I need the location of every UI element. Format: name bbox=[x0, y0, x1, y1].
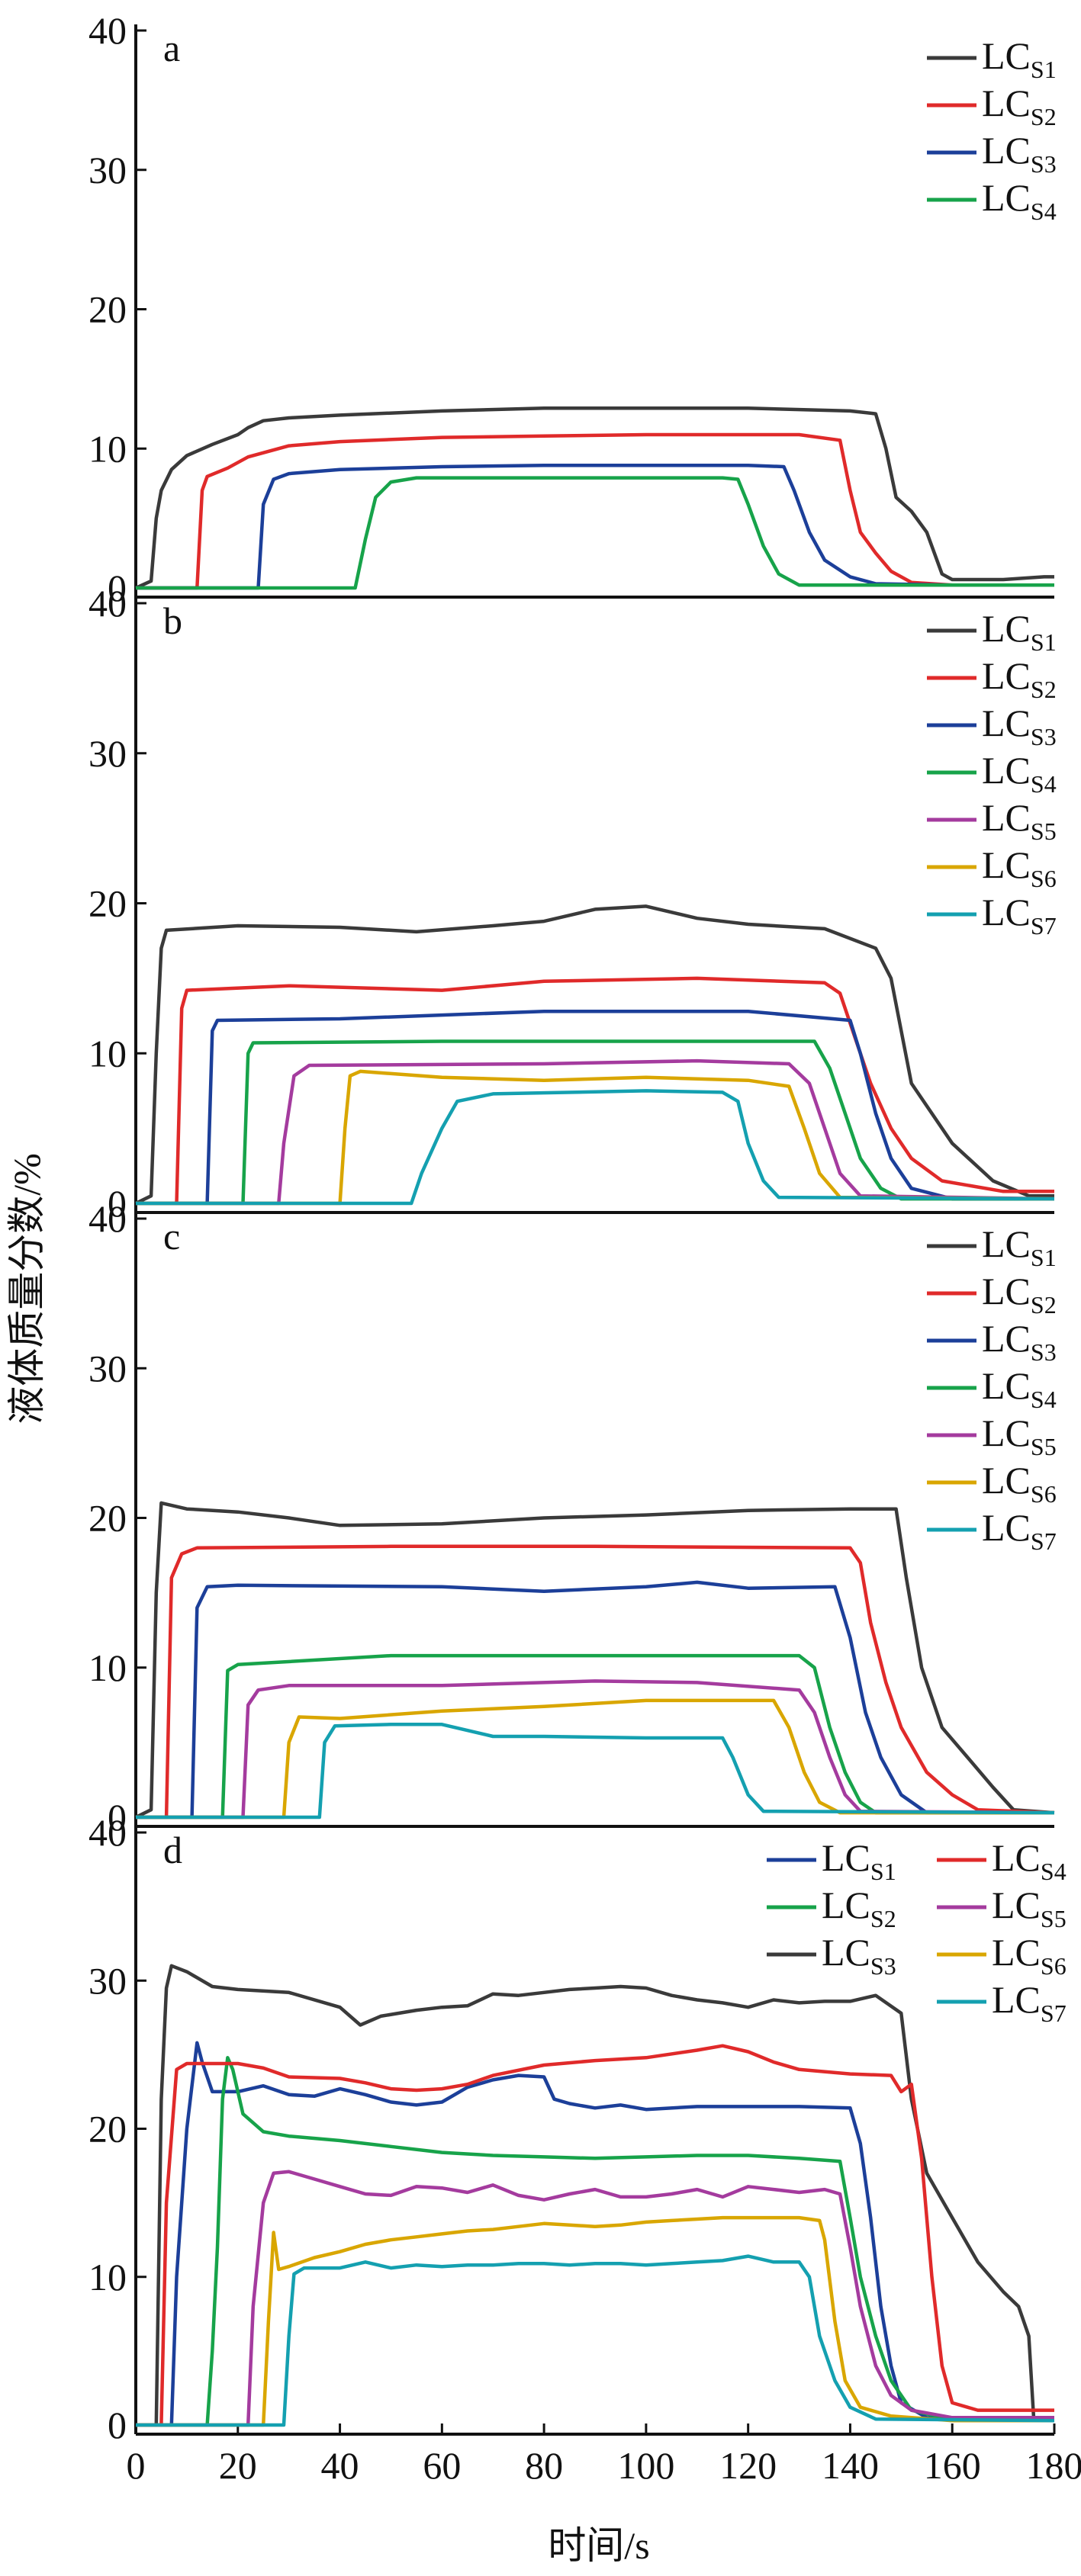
y-tick-label-a-30: 30 bbox=[88, 149, 127, 191]
x-tick-label-d-60: 60 bbox=[423, 2444, 461, 2487]
series-line-c-s5 bbox=[136, 1679, 1055, 1820]
y-tick-label-d-0: 0 bbox=[108, 2404, 127, 2446]
legend-label-c-s7: LCS7 bbox=[982, 1506, 1057, 1555]
x-tick-label-d-40: 40 bbox=[321, 2444, 359, 2487]
x-tick-label-d-160: 160 bbox=[924, 2444, 981, 2487]
series-line-b-s4 bbox=[136, 1039, 1054, 1206]
series-line-c-s1 bbox=[135, 1501, 1055, 1820]
legend-label-b-s3: LCS3 bbox=[982, 702, 1057, 750]
series-line-d-s7 bbox=[136, 2254, 1055, 2427]
legend-label-b-s7: LCS7 bbox=[982, 891, 1057, 940]
y-tick-label-d-30: 30 bbox=[88, 1959, 127, 2002]
legend-label-b-s6: LCS6 bbox=[982, 843, 1057, 892]
legend-label-b-s1: LCS1 bbox=[982, 607, 1057, 656]
legend-label-a-s3: LCS3 bbox=[982, 129, 1057, 178]
series-line-c-s6 bbox=[136, 1698, 1054, 1820]
y-tick-label-d-20: 20 bbox=[88, 2108, 127, 2150]
series-line-d-s3 bbox=[136, 1964, 1054, 2427]
x-tick-label-d-180: 180 bbox=[1026, 2444, 1081, 2487]
series-line-a-s4 bbox=[136, 476, 1054, 590]
y-tick-label-a-10: 10 bbox=[88, 427, 127, 470]
series-line-b-s5 bbox=[136, 1058, 1055, 1206]
x-tick-label-d-100: 100 bbox=[617, 2444, 674, 2487]
x-axis-label: 时间/s bbox=[548, 2524, 649, 2567]
series-line-d-s6 bbox=[136, 2215, 1054, 2427]
y-tick-label-d-40: 40 bbox=[88, 1811, 127, 1854]
series-line-c-s3 bbox=[136, 1580, 1054, 1820]
legend-label-b-s4: LCS4 bbox=[982, 749, 1057, 798]
series-line-c-s4 bbox=[136, 1653, 1054, 1820]
series-line-b-s7 bbox=[136, 1089, 1055, 1206]
x-tick-label-d-140: 140 bbox=[822, 2444, 879, 2487]
y-tick-label-c-20: 20 bbox=[88, 1497, 127, 1540]
x-tick-label-d-20: 20 bbox=[219, 2444, 257, 2487]
y-tick-label-c-10: 10 bbox=[88, 1646, 127, 1689]
x-tick-label-d-120: 120 bbox=[719, 2444, 777, 2487]
legend-label-d-s5: LCS5 bbox=[992, 1884, 1067, 1932]
x-tick-label-d-0: 0 bbox=[127, 2444, 146, 2487]
panel-label-a: a bbox=[163, 27, 180, 69]
series-line-a-s3 bbox=[136, 463, 1054, 590]
legend-label-c-s4: LCS4 bbox=[982, 1364, 1057, 1413]
legend-label-c-s6: LCS6 bbox=[982, 1459, 1057, 1508]
y-tick-label-d-10: 10 bbox=[88, 2256, 127, 2298]
series-line-b-s1 bbox=[135, 904, 1054, 1206]
x-tick-label-d-80: 80 bbox=[525, 2444, 563, 2487]
y-axis-label: 液体质量分数/% bbox=[5, 1153, 48, 1425]
legend-label-d-s4: LCS4 bbox=[992, 1836, 1067, 1885]
legend-label-c-s3: LCS3 bbox=[982, 1317, 1057, 1366]
legend-label-c-s2: LCS2 bbox=[982, 1270, 1057, 1319]
legend-label-b-s5: LCS5 bbox=[982, 796, 1057, 845]
series-line-c-s2 bbox=[136, 1544, 1055, 1820]
y-tick-label-b-40: 40 bbox=[88, 582, 127, 625]
legend-label-d-s3: LCS3 bbox=[822, 1931, 896, 1980]
legend-label-a-s2: LCS2 bbox=[982, 82, 1057, 130]
series-line-a-s2 bbox=[136, 432, 1054, 590]
y-tick-label-c-40: 40 bbox=[88, 1197, 127, 1240]
legend-label-d-s2: LCS2 bbox=[822, 1884, 896, 1932]
legend-label-a-s4: LCS4 bbox=[982, 176, 1057, 225]
y-tick-label-b-20: 20 bbox=[88, 882, 127, 925]
legend-label-d-s6: LCS6 bbox=[992, 1931, 1067, 1980]
series-line-a-s1 bbox=[135, 406, 1054, 590]
y-tick-label-c-0: 0 bbox=[108, 1796, 127, 1839]
y-tick-label-a-20: 20 bbox=[88, 288, 127, 331]
y-tick-label-b-0: 0 bbox=[108, 1182, 127, 1225]
panel-label-c: c bbox=[163, 1215, 180, 1257]
series-line-d-s2 bbox=[136, 2056, 1054, 2427]
y-tick-label-a-40: 40 bbox=[88, 9, 127, 52]
y-tick-label-b-10: 10 bbox=[88, 1032, 127, 1074]
y-tick-label-a-0: 0 bbox=[108, 567, 127, 609]
y-tick-label-b-30: 30 bbox=[88, 732, 127, 775]
series-line-b-s6 bbox=[136, 1069, 1055, 1206]
series-line-b-s2 bbox=[136, 976, 1054, 1206]
legend-label-c-s5: LCS5 bbox=[982, 1412, 1057, 1460]
series-line-d-s4 bbox=[136, 2044, 1054, 2427]
legend-label-d-s1: LCS1 bbox=[822, 1836, 896, 1885]
series-line-d-s5 bbox=[136, 2170, 1054, 2427]
panel-label-d: d bbox=[163, 1829, 182, 1871]
legend-label-b-s2: LCS2 bbox=[982, 654, 1057, 703]
legend-label-c-s1: LCS1 bbox=[982, 1222, 1057, 1271]
series-line-b-s3 bbox=[136, 1009, 1054, 1206]
panel-label-b: b bbox=[163, 599, 182, 642]
legend-label-d-s7: LCS7 bbox=[992, 1978, 1067, 2027]
series-line-d-s1 bbox=[136, 2041, 1054, 2427]
y-tick-label-c-30: 30 bbox=[88, 1347, 127, 1389]
series-line-c-s7 bbox=[136, 1723, 1055, 1820]
legend-label-a-s1: LCS1 bbox=[982, 34, 1057, 83]
